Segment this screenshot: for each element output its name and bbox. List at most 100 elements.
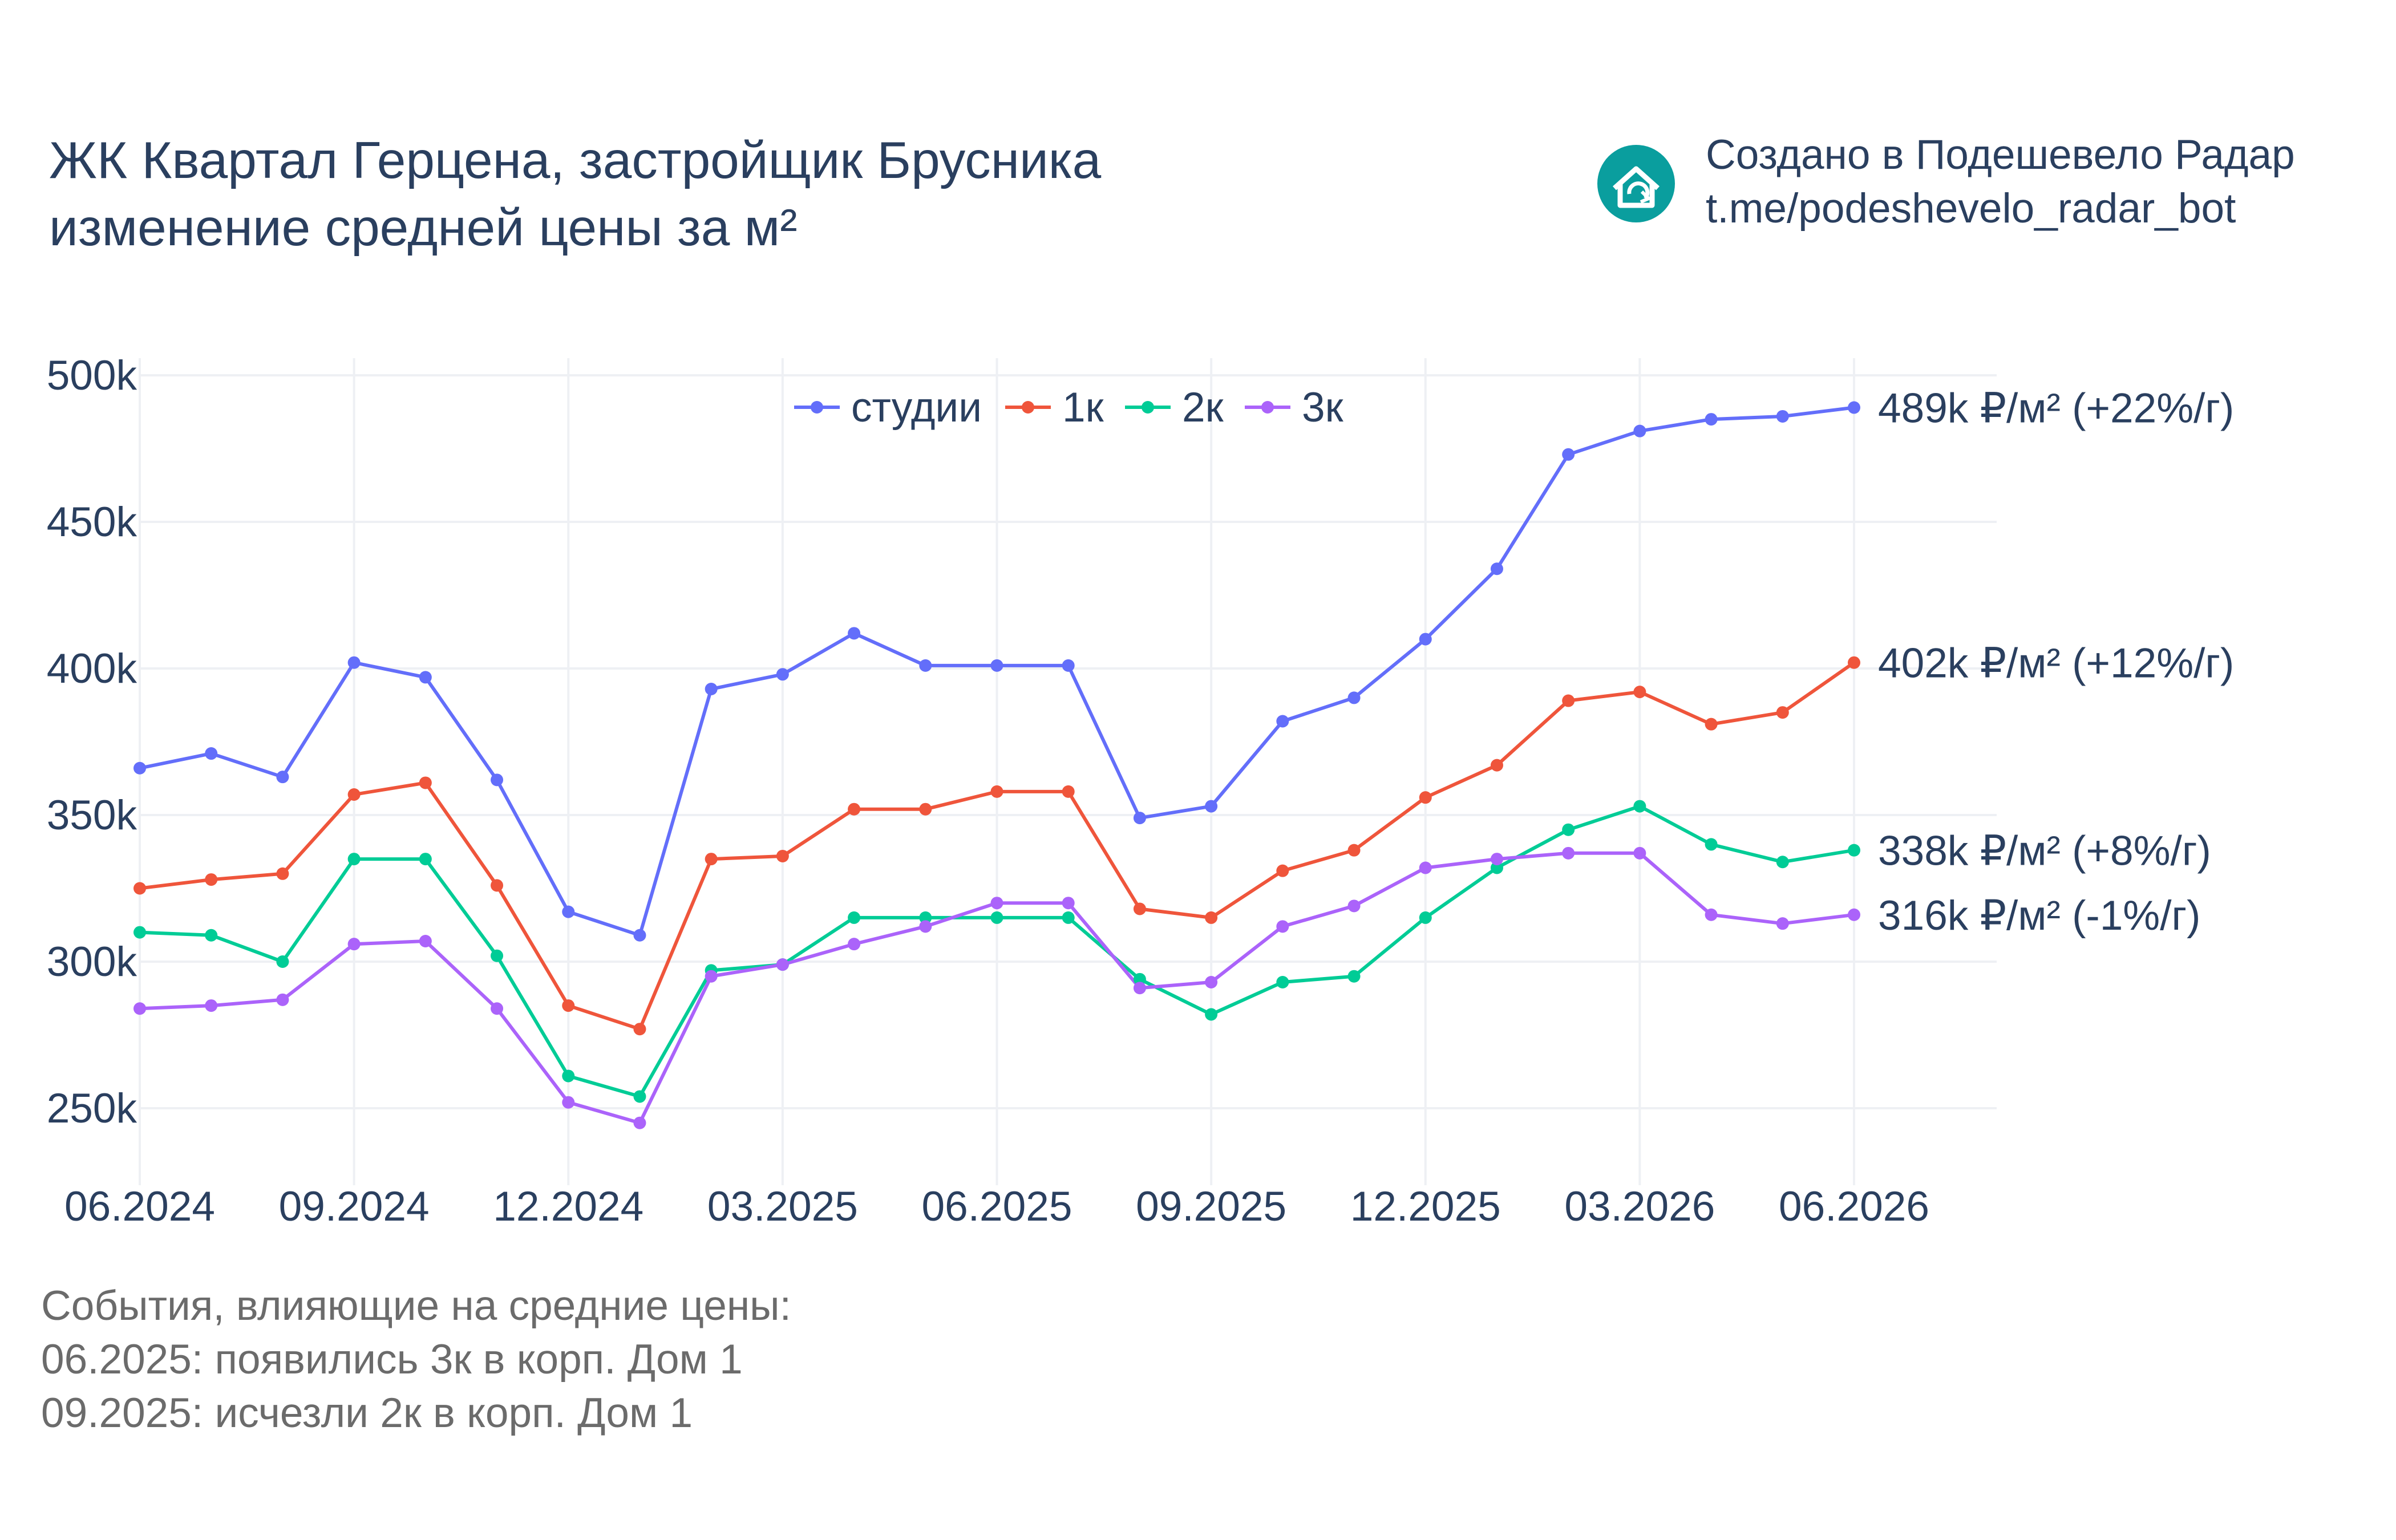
data-point (1205, 800, 1218, 813)
data-point (1133, 902, 1146, 915)
data-point (1062, 659, 1075, 672)
credit-link[interactable]: t.me/podeshevelo_radar_bot (1706, 185, 2236, 232)
plot-grid (139, 358, 1997, 1185)
data-point (1633, 686, 1646, 699)
data-point (1133, 982, 1146, 995)
data-point (1776, 917, 1789, 930)
event-item-2: 09.2025: исчезли 2к в корп. Дом 1 (41, 1390, 693, 1436)
data-point (1776, 410, 1789, 423)
data-point (491, 773, 504, 787)
x-tick-label: 06.2025 (922, 1184, 1072, 1230)
data-point (1848, 401, 1860, 414)
data-point (1419, 861, 1432, 874)
data-point (1490, 853, 1503, 866)
data-point (633, 929, 646, 942)
credit-text: Создано в Подешевело Радар (1706, 132, 2295, 178)
data-point (1347, 899, 1361, 913)
chart-title-line-1: ЖК Квартал Герцена, застройщик Брусника (49, 132, 1102, 189)
data-point (1276, 864, 1289, 877)
data-point (990, 659, 1003, 672)
y-tick-label: 350k (47, 792, 137, 838)
data-point (1419, 911, 1432, 924)
series-end-label: 338k ₽/м² (+8%/г) (1878, 828, 2211, 874)
data-point (848, 627, 861, 640)
data-point (1490, 562, 1503, 576)
data-point (347, 656, 361, 669)
data-point (990, 785, 1003, 798)
data-point (1276, 715, 1289, 728)
event-item-1: 06.2025: появились 3к в корп. Дом 1 (41, 1336, 743, 1383)
data-point (776, 668, 789, 681)
data-point (1205, 911, 1218, 924)
data-point (1276, 975, 1289, 988)
x-tick-label: 03.2025 (707, 1184, 858, 1230)
data-point (633, 1023, 646, 1036)
data-point (1347, 844, 1361, 857)
data-point (1562, 846, 1575, 860)
series-end-label: 316k ₽/м² (-1%/г) (1878, 893, 2200, 939)
data-point (1633, 424, 1646, 437)
data-point (1347, 691, 1361, 704)
data-point (1705, 718, 1718, 731)
data-point (919, 911, 932, 924)
data-point (419, 853, 432, 866)
y-axis-tick-labels: 250k 300k 350k 400k 450k 500k (47, 352, 137, 1132)
data-point (1633, 800, 1646, 813)
data-point (562, 999, 575, 1012)
data-point (1562, 448, 1575, 461)
x-tick-label: 03.2026 (1564, 1184, 1715, 1230)
data-point (1205, 975, 1218, 988)
y-tick-label: 300k (47, 939, 137, 985)
data-point (133, 761, 146, 775)
data-point (347, 938, 361, 951)
legend-swatch-marker (1142, 401, 1154, 414)
data-point (562, 1096, 575, 1109)
data-point (1848, 656, 1860, 669)
data-point (1133, 972, 1146, 986)
data-point (419, 776, 432, 789)
x-tick-label: 09.2025 (1136, 1184, 1286, 1230)
data-point (133, 926, 146, 939)
x-tick-label: 09.2024 (279, 1184, 430, 1230)
y-tick-label: 400k (47, 646, 137, 692)
data-point (1562, 823, 1575, 836)
data-point (633, 1090, 646, 1103)
series-end-labels: 489k ₽/м² (+22%/г) 402k ₽/м² (+12%/г) 338k… (1878, 386, 2234, 939)
data-point (205, 999, 218, 1012)
data-point (1848, 844, 1860, 857)
events-heading: События, влияющие на средние цены: (41, 1283, 791, 1329)
data-point (491, 1002, 504, 1015)
data-point (562, 905, 575, 918)
data-point (1562, 694, 1575, 707)
data-point (1848, 908, 1860, 921)
legend-item-label: 1к (1062, 384, 1104, 431)
data-point (1705, 838, 1718, 851)
data-point (705, 970, 718, 983)
data-point (276, 867, 289, 880)
data-point (491, 949, 504, 962)
data-point (705, 682, 718, 695)
data-point (491, 879, 504, 892)
series-end-label: 489k ₽/м² (+22%/г) (1878, 386, 2234, 432)
legend-item-label: 2к (1182, 384, 1224, 431)
data-point (990, 911, 1003, 924)
data-point (1419, 633, 1432, 646)
data-point (205, 747, 218, 760)
data-point (419, 935, 432, 948)
data-point (1490, 759, 1503, 772)
data-point (1347, 970, 1361, 983)
data-point (990, 897, 1003, 910)
data-point (1133, 812, 1146, 825)
legend-item-label: студии (851, 384, 982, 431)
data-point (1705, 413, 1718, 426)
data-point (848, 938, 861, 951)
data-point (562, 1069, 575, 1083)
data-point (776, 958, 789, 971)
x-tick-label: 06.2024 (64, 1184, 215, 1230)
data-point (347, 788, 361, 801)
data-point (276, 993, 289, 1006)
data-point (133, 1002, 146, 1015)
data-point (848, 911, 861, 924)
radar-logo-icon (1597, 145, 1675, 222)
